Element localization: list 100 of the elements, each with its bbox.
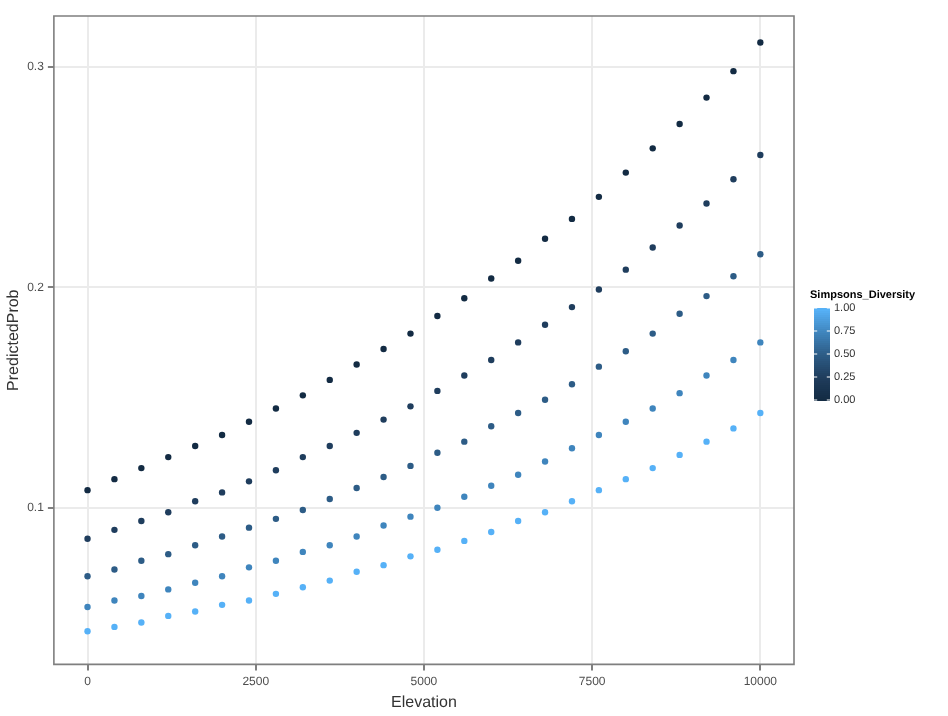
point — [757, 39, 764, 46]
point — [272, 467, 280, 474]
point — [326, 442, 333, 450]
point — [138, 464, 145, 472]
point — [111, 526, 118, 534]
y-axis-title: PredictedProb — [4, 288, 23, 391]
point — [299, 506, 307, 514]
point — [191, 579, 199, 586]
point — [407, 462, 414, 470]
point — [165, 550, 172, 558]
point — [568, 215, 576, 223]
point — [272, 405, 280, 412]
point — [488, 528, 495, 536]
point — [218, 533, 226, 540]
point — [730, 425, 737, 432]
point — [245, 478, 253, 485]
point — [111, 475, 118, 483]
point — [541, 458, 549, 465]
point — [703, 292, 710, 300]
point — [757, 250, 764, 258]
point — [245, 597, 253, 604]
point — [514, 257, 522, 264]
point — [218, 601, 226, 609]
point — [138, 557, 145, 564]
point — [676, 120, 683, 128]
point — [218, 489, 226, 496]
point — [84, 603, 91, 611]
point — [380, 561, 387, 569]
point — [514, 409, 522, 417]
point — [407, 330, 414, 337]
point — [676, 222, 683, 229]
point — [272, 590, 280, 598]
point — [245, 524, 253, 531]
point — [541, 509, 549, 516]
point — [111, 566, 118, 573]
point — [461, 372, 468, 379]
point — [488, 482, 495, 489]
point — [595, 193, 603, 201]
point — [568, 498, 576, 505]
point — [191, 608, 199, 615]
point — [541, 396, 549, 403]
point — [326, 577, 333, 584]
point — [434, 312, 441, 320]
point — [138, 619, 145, 626]
point — [488, 275, 495, 282]
point — [461, 295, 468, 302]
point — [488, 356, 495, 364]
point — [165, 612, 172, 620]
point — [111, 597, 118, 604]
point — [380, 345, 387, 353]
point — [622, 266, 629, 273]
point — [191, 442, 199, 450]
point — [649, 464, 656, 472]
point — [138, 592, 145, 600]
point — [757, 409, 764, 417]
point — [380, 473, 387, 481]
point — [191, 498, 199, 505]
point — [326, 376, 333, 384]
point — [595, 431, 603, 439]
point — [84, 486, 91, 494]
point — [676, 310, 683, 317]
point — [299, 392, 307, 399]
point — [353, 568, 360, 575]
point — [757, 339, 764, 346]
point — [461, 493, 468, 500]
point — [434, 387, 441, 395]
point — [488, 423, 495, 430]
point — [568, 303, 576, 311]
point — [461, 438, 468, 445]
point — [407, 403, 414, 410]
point — [111, 623, 118, 631]
point — [245, 418, 253, 425]
point — [218, 431, 226, 439]
point — [730, 67, 737, 75]
point — [191, 542, 199, 549]
point — [595, 286, 603, 293]
point — [622, 169, 629, 176]
point — [730, 356, 737, 364]
point — [622, 418, 629, 425]
point — [434, 504, 441, 512]
point — [84, 572, 91, 580]
point — [730, 273, 737, 280]
point — [461, 537, 468, 545]
point — [434, 546, 441, 553]
x-axis-title: Elevation — [391, 692, 457, 711]
point — [380, 416, 387, 423]
point — [84, 628, 91, 635]
point — [434, 449, 441, 456]
point — [218, 572, 226, 580]
point — [703, 438, 710, 445]
point — [299, 548, 307, 556]
point — [595, 486, 603, 494]
point — [622, 475, 629, 483]
point — [84, 535, 91, 542]
point — [514, 517, 522, 525]
point — [703, 200, 710, 207]
point — [353, 533, 360, 540]
point — [353, 484, 360, 492]
point — [595, 363, 603, 370]
point — [676, 451, 683, 459]
